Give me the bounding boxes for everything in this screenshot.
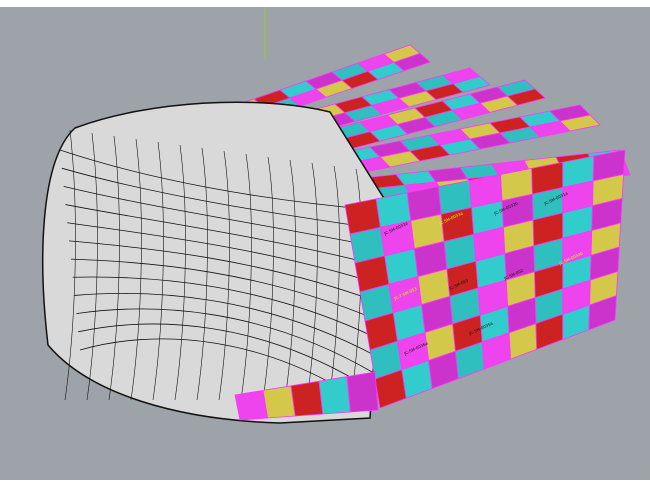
mesh-line [108,135,120,401]
mesh-line [59,149,376,211]
facade-panel[interactable] [588,295,617,331]
mesh-line [78,323,376,393]
mesh-line [74,293,376,356]
finger-panel[interactable] [559,114,601,132]
mesh-line [328,165,340,401]
mesh-line [306,162,318,401]
mesh-line [174,144,186,401]
mesh-line [70,258,376,320]
mesh-line [284,159,296,401]
viewport-canvas[interactable]: JC-SM-0032aJC-SM-0033aJC-SM-0032bJC-SM-0… [0,7,650,480]
facade-panel[interactable] [234,389,269,421]
mesh-line [72,276,376,338]
finger-panel[interactable] [452,76,491,93]
finger-panel[interactable] [393,53,431,72]
mesh-line [196,147,208,401]
mesh-line [130,138,142,401]
finger-panel[interactable] [506,88,546,106]
mesh-line [262,156,274,401]
mesh-line [86,132,98,401]
mesh-line [218,150,230,401]
mesh-line [64,129,76,401]
facade-panel[interactable] [290,380,324,417]
facade-panel[interactable] [262,385,296,419]
mesh-line [69,240,376,302]
shell-surface[interactable] [42,101,386,424]
mesh-line [63,185,376,247]
mesh-line [152,141,164,401]
mesh-line [61,167,376,229]
mesh-line [67,222,376,284]
facade-panel[interactable] [346,371,379,413]
facade-panel[interactable] [318,376,351,415]
shell-mesh-lines [59,129,376,411]
mesh-line [240,153,252,401]
panel-grid[interactable] [234,149,626,421]
mesh-line [65,204,376,265]
mesh-line [76,308,376,374]
